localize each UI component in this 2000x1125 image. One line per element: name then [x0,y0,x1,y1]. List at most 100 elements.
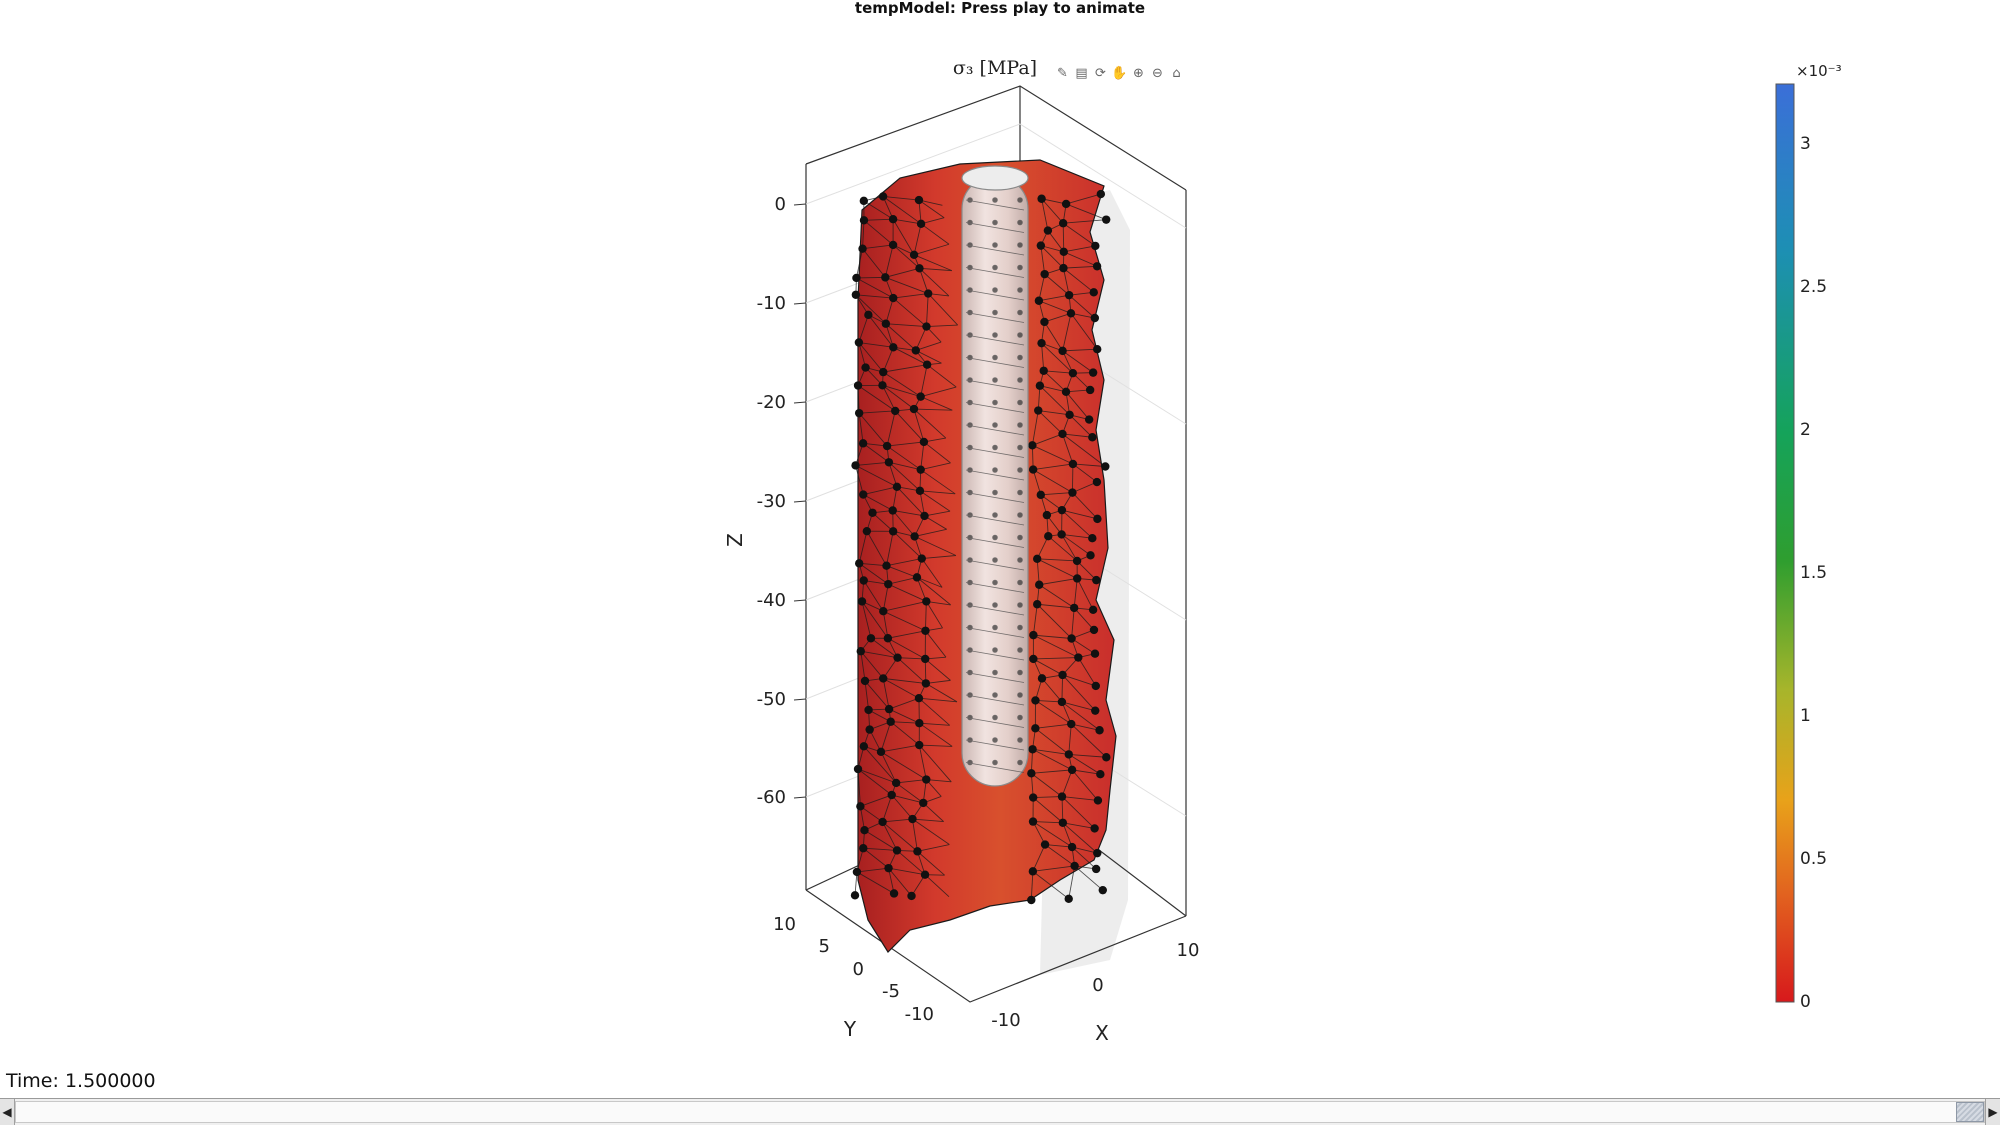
mesh-node [889,889,899,898]
mesh-edge [880,751,897,784]
mesh-edge [860,650,898,659]
mesh-edge [857,768,897,784]
slider-left-arrow-icon[interactable]: ◀ [0,1099,15,1125]
mesh-edge [913,243,950,256]
mesh-edge [918,697,958,703]
mesh-edge [897,657,927,684]
mesh-edge [1041,198,1064,224]
mesh-edge [1073,578,1078,608]
mesh-edge [920,223,950,245]
plot-canvas[interactable]: σ₃ [MPa] 0 -10 -20 -30 -40 -50 -60 Z 10 … [0,0,2000,1080]
mesh-edge [886,565,918,578]
time-slider[interactable]: ◀ ▶ [0,1098,2000,1125]
mesh-node [883,634,893,643]
tube-edge [965,334,1025,346]
mesh-node [1098,885,1107,895]
mesh-edge [1061,701,1100,731]
mesh-node [858,244,867,253]
mesh-node [856,647,865,656]
mesh-node [1067,842,1077,852]
tube-edge [965,694,1025,706]
mesh-edge [892,510,915,537]
mesh-node [1035,580,1044,589]
mesh-edge [856,277,894,299]
mesh-node [879,367,888,377]
mesh-node [1101,462,1110,471]
mesh-edge [892,244,920,269]
mesh-node [1058,670,1067,680]
mesh-edge [864,829,898,851]
mesh-edge [1062,350,1094,373]
slider-right-arrow-icon[interactable]: ▶ [1985,1099,2000,1125]
colorbar-tick: 2 [1800,420,1811,440]
mesh-node [1061,199,1071,209]
mesh-node [1072,556,1082,566]
zoom-in-icon[interactable]: ⊕ [1133,66,1144,81]
mesh-edge [916,577,951,606]
mesh-edge [857,385,896,412]
slider-thumb[interactable] [1956,1102,1984,1122]
brush-icon[interactable]: ✎ [1057,66,1068,81]
home-icon[interactable]: ⌂ [1172,66,1181,81]
mesh-edge [1061,796,1095,829]
mesh-edge [1076,578,1094,610]
mesh-edge [895,782,924,804]
mesh-edge [1061,701,1096,712]
mesh-edge [858,342,867,368]
pan-icon[interactable]: ✋ [1111,66,1128,81]
mesh-edge [888,576,918,585]
mesh-edge [893,218,922,225]
mesh-edge [882,818,913,823]
mesh-node [1091,241,1100,251]
mesh-edge [1033,634,1072,639]
mesh-node [1057,697,1067,707]
datatip-icon[interactable]: ▤ [1075,66,1088,81]
mesh-edge [919,267,952,272]
mesh-edge [926,324,958,328]
tube-edge [965,312,1025,323]
tube-edge [965,244,1025,256]
mesh-node [1088,605,1098,614]
rotate-icon[interactable]: ⟳ [1095,66,1106,81]
mesh-node [1058,346,1067,356]
mesh-edge [1071,769,1099,801]
mesh-node [1029,630,1038,640]
mesh-edge [893,293,929,299]
mesh-node [1059,247,1068,257]
mesh-edge [885,323,917,351]
slider-track[interactable] [15,1101,1985,1123]
y-axis-label: Y [843,1017,857,1041]
mesh-edge [859,562,887,567]
mesh-edge [868,314,894,348]
tube-node [1017,444,1023,451]
mesh-edge [1032,821,1046,845]
mesh-node [856,802,865,811]
mesh-node [1088,534,1097,543]
mesh-edge [917,851,945,876]
tube-edge [965,739,1025,751]
mesh-node [860,826,869,835]
mesh-node [1096,769,1105,779]
tube-node [992,354,998,361]
tube-edge [965,402,1025,413]
mesh-node [854,559,864,568]
mesh-node [879,674,888,683]
mesh-edge [897,657,926,660]
mesh-edge [1062,433,1093,438]
tube-node [1017,647,1023,653]
mesh-node [1066,309,1076,318]
mesh-node [1058,818,1068,827]
mesh-edge [1065,391,1090,420]
mesh-node [920,511,929,521]
mesh-edge [1062,822,1073,848]
mesh-edge [855,294,887,325]
mesh-edge [1073,607,1095,631]
zoom-out-icon[interactable]: ⊖ [1152,66,1163,81]
mesh-edge [924,658,951,681]
mesh-node [919,437,929,447]
mesh-node [888,240,898,250]
mesh-node [857,597,867,606]
mesh-edge [863,494,893,511]
mesh-node [921,626,930,635]
mesh-edge [914,528,947,537]
